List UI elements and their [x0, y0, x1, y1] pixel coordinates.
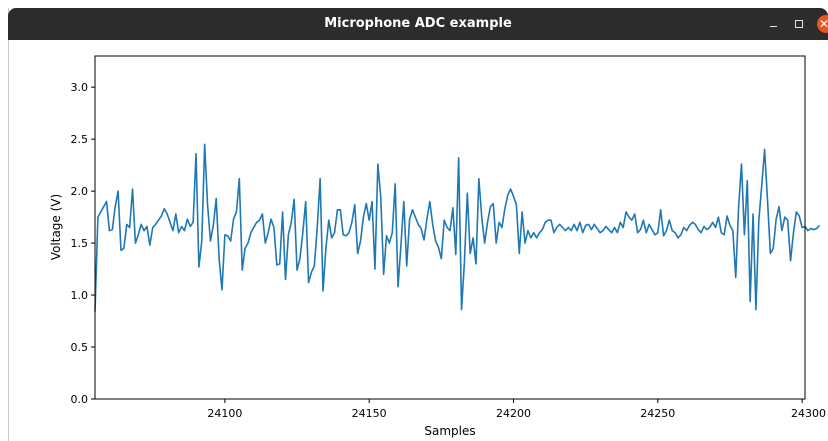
close-button[interactable]: ✕	[817, 15, 828, 33]
series-line-0	[94, 143, 821, 312]
y-tick-label: 1.5	[71, 237, 89, 250]
window-title: Microphone ADC example	[324, 16, 512, 31]
minimize-icon	[769, 25, 777, 27]
series-layer	[94, 143, 821, 312]
x-tick-label: 24100	[207, 407, 242, 420]
minimize-button[interactable]	[765, 16, 781, 32]
title-bar[interactable]: Microphone ADC example ✕	[8, 8, 828, 40]
x-tick-label: 24250	[640, 407, 675, 420]
y-tick-label: 0.0	[71, 393, 89, 406]
x-tick-label: 24150	[352, 407, 387, 420]
y-axis-ticks: 0.0 0.5 1.0 1.5 2.0 2.5 3.0	[71, 81, 95, 406]
axes-frame	[94, 55, 806, 400]
y-axis-label: Voltage (V)	[49, 194, 63, 260]
x-tick-label: 24200	[496, 407, 531, 420]
y-tick-label: 1.0	[71, 289, 89, 302]
x-axis-ticks: 24100 24150 24200 24250 24300	[207, 399, 826, 420]
x-tick-label: 24300	[791, 407, 826, 420]
maximize-icon	[795, 20, 803, 28]
y-tick-label: 0.5	[71, 341, 89, 354]
close-icon: ✕	[818, 17, 828, 31]
y-tick-label: 3.0	[71, 81, 89, 94]
x-axis-label: Samples	[424, 424, 475, 438]
y-tick-label: 2.0	[71, 185, 89, 198]
maximize-button[interactable]	[791, 16, 807, 32]
y-tick-label: 2.5	[71, 133, 89, 146]
